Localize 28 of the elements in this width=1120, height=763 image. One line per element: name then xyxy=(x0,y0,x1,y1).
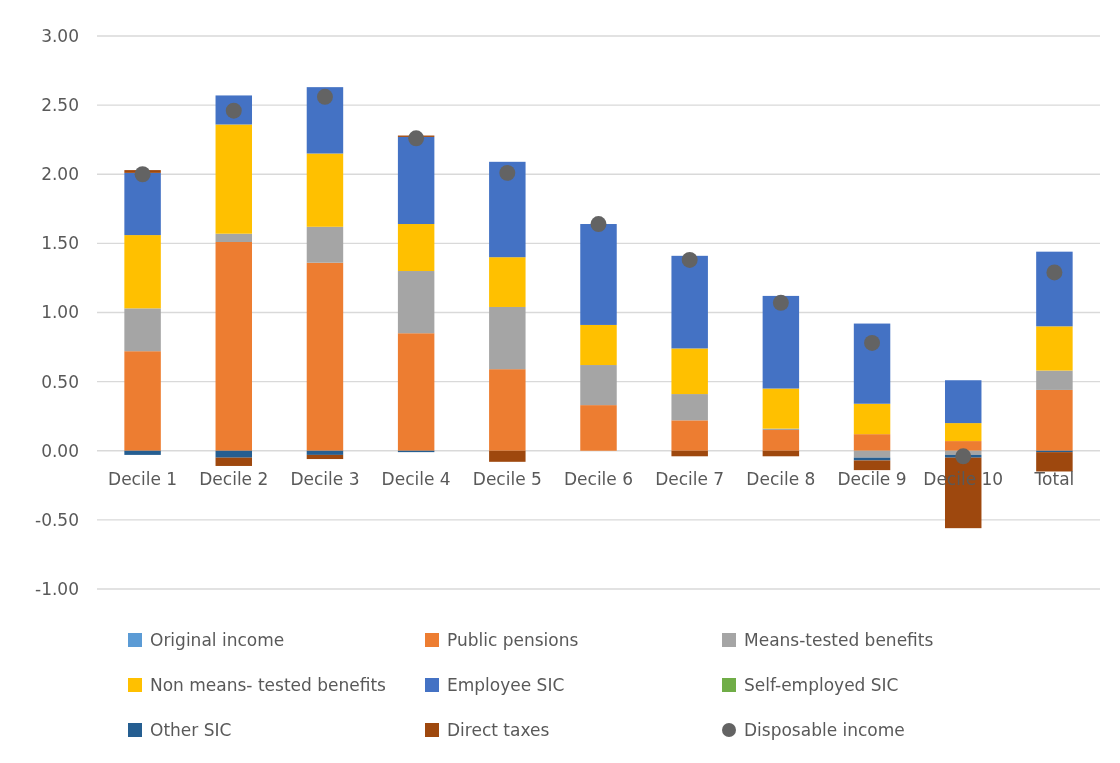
y-tick-label: 2.00 xyxy=(41,164,79,185)
legend-label: Employee SIC xyxy=(447,675,565,695)
legend-label: Other SIC xyxy=(150,720,232,740)
x-tick-label: Decile 7 xyxy=(655,468,725,489)
y-tick-label: 3.00 xyxy=(41,25,79,46)
y-tick-label: -0.50 xyxy=(35,509,79,530)
x-tick-label: Total xyxy=(1033,468,1075,489)
x-tick-label: Decile 2 xyxy=(199,468,269,489)
legend-label: Direct taxes xyxy=(447,720,550,740)
legend-label: Non means- tested benefits xyxy=(150,675,387,695)
legend-label: Means-tested benefits xyxy=(744,630,934,650)
legend-label: Original income xyxy=(150,630,285,650)
y-tick-label: 1.50 xyxy=(41,233,79,254)
y-tick-label: 0.50 xyxy=(41,371,79,392)
x-tick-label: Decile 5 xyxy=(472,468,542,489)
legend-label: Public pensions xyxy=(447,630,579,650)
x-tick-label: Decile 1 xyxy=(108,468,178,489)
y-tick-label: 0.00 xyxy=(41,440,79,461)
x-tick-label: Decile 6 xyxy=(563,468,634,489)
y-tick-label: 1.00 xyxy=(41,302,79,323)
y-tick-label: -1.00 xyxy=(35,578,79,599)
x-tick-label: Decile 4 xyxy=(381,468,451,489)
x-tick-label: Decile 9 xyxy=(837,468,907,489)
x-tick-label: Decile 8 xyxy=(746,468,816,489)
legend-label: Self-employed SIC xyxy=(744,675,899,695)
x-tick-label: Decile 3 xyxy=(290,468,360,489)
y-tick-label: 2.50 xyxy=(41,95,79,116)
legend-label: Disposable income xyxy=(744,720,905,740)
